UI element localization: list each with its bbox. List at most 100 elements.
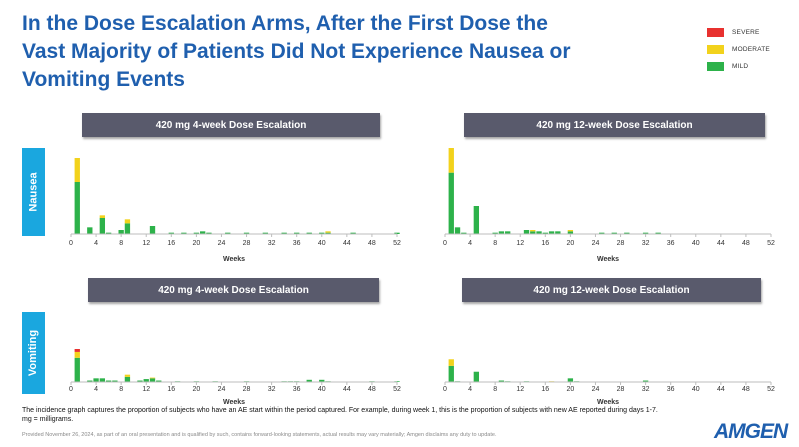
x-tick-label: 52 (393, 240, 401, 247)
x-tick-label: 32 (268, 386, 276, 393)
x-tick-label: 12 (516, 386, 524, 393)
x-tick-label: 48 (368, 386, 376, 393)
bar-mild-week-3 (461, 232, 467, 234)
bar-mild-week-1 (74, 182, 80, 234)
bar-moderate-week-41 (325, 231, 331, 233)
x-tick-label: 36 (293, 386, 301, 393)
bar-mild-week-1 (448, 172, 454, 234)
bar-mild-week-1 (448, 365, 454, 382)
x-tick-label: 44 (343, 240, 351, 247)
bar-mild-week-16 (542, 232, 548, 234)
x-tick-label: 32 (268, 240, 276, 247)
x-tick-label: 0 (69, 240, 73, 247)
x-tick-label: 24 (218, 386, 226, 393)
x-tick-label: 20 (566, 240, 574, 247)
legend-label-moderate: MODERATE (732, 46, 770, 53)
bar-moderate-week-13 (149, 377, 156, 379)
bar-moderate-week-9 (124, 374, 131, 377)
bar-mild-week-8 (118, 230, 124, 234)
x-tick-label: 48 (742, 240, 750, 247)
x-tick-label: 0 (443, 240, 447, 247)
x-tick-label: 16 (541, 386, 549, 393)
bar-mild-week-52 (394, 381, 400, 382)
bar-mild-week-10 (505, 231, 511, 234)
moderate-swatch-icon (707, 45, 724, 54)
bar-mild-week-32 (642, 232, 649, 234)
x-tick-label: 28 (617, 386, 625, 393)
bar-mild-week-27 (611, 232, 617, 234)
row-label-nausea: Nausea (22, 148, 45, 236)
bar-mild-week-18 (181, 232, 187, 234)
bar-mild-week-36 (294, 232, 300, 234)
footer-disclaimer: Provided November 26, 2024, as part of a… (22, 432, 497, 438)
x-tick-label: 8 (119, 240, 123, 247)
x-tick-label: 28 (243, 386, 251, 393)
x-tick-label: 40 (692, 386, 700, 393)
bar-mild-week-4 (93, 378, 99, 382)
bar-mild-week-16 (168, 232, 174, 234)
bar-mild-week-17 (548, 231, 555, 234)
bar-mild-week-20 (567, 378, 574, 382)
x-tick-label: 4 (468, 386, 472, 393)
bar-mild-week-11 (137, 380, 143, 382)
x-tick-label: 4 (94, 386, 98, 393)
bar-mild-week-40 (319, 232, 325, 234)
legend-label-severe: SEVERE (732, 29, 760, 36)
bar-mild-week-45 (350, 232, 356, 234)
x-tick-label: 44 (343, 386, 351, 393)
bar-mild-week-6 (105, 232, 112, 234)
bar-moderate-week-1 (74, 158, 80, 182)
amgen-logo: AMGEN (714, 420, 788, 443)
panel-header-nausea-12week: 420 mg 12-week Dose Escalation (464, 113, 765, 137)
bar-mild-week-34 (281, 232, 287, 234)
bar-mild-week-20 (193, 232, 200, 234)
x-tick-label: 8 (119, 386, 123, 393)
x-tick-label: 52 (767, 240, 775, 247)
x-tick-label: 28 (617, 240, 625, 247)
x-tick-label: 40 (692, 240, 700, 247)
x-axis-label: Weeks (597, 256, 619, 263)
bar-mild-week-15 (536, 231, 542, 234)
footnote: The incidence graph captures the proport… (22, 407, 682, 424)
x-tick-label: 20 (566, 386, 574, 393)
x-tick-label: 4 (94, 240, 98, 247)
x-tick-label: 40 (318, 240, 326, 247)
x-tick-label: 44 (717, 386, 725, 393)
x-tick-label: 8 (493, 386, 497, 393)
bar-mild-week-14 (530, 231, 536, 234)
bar-mild-week-13 (149, 378, 156, 382)
bar-mild-week-5 (473, 371, 480, 382)
row-label-vomiting: Vomiting (22, 312, 45, 394)
bar-mild-week-12 (143, 379, 149, 382)
bar-mild-week-3 (87, 227, 93, 234)
x-tick-label: 52 (767, 386, 775, 393)
bar-mild-week-32 (642, 380, 649, 382)
bar-mild-week-6 (105, 380, 112, 382)
bar-mild-week-5 (99, 218, 106, 234)
bar-mild-week-40 (319, 379, 325, 382)
x-tick-label: 32 (642, 240, 650, 247)
x-tick-label: 16 (167, 386, 175, 393)
severe-swatch-icon (707, 28, 724, 37)
bar-severe-week-1 (74, 349, 80, 352)
bar-moderate-week-20 (567, 230, 574, 232)
x-tick-label: 20 (192, 240, 200, 247)
footnote-text: The incidence graph captures the proport… (22, 407, 658, 423)
x-tick-label: 12 (142, 240, 150, 247)
legend: SEVERE MODERATE MILD (707, 24, 787, 75)
x-axis-label: Weeks (597, 399, 619, 406)
bar-mild-week-28 (243, 232, 250, 234)
x-tick-label: 24 (592, 240, 600, 247)
bar-mild-week-38 (306, 379, 312, 382)
bar-mild-week-18 (555, 231, 561, 234)
bar-mild-week-5 (473, 206, 480, 234)
panel-header-nausea-4week: 420 mg 4-week Dose Escalation (82, 113, 380, 137)
x-tick-label: 0 (443, 386, 447, 393)
bar-mild-week-2 (454, 227, 461, 234)
x-tick-label: 36 (293, 240, 301, 247)
bar-mild-week-14 (156, 380, 162, 382)
